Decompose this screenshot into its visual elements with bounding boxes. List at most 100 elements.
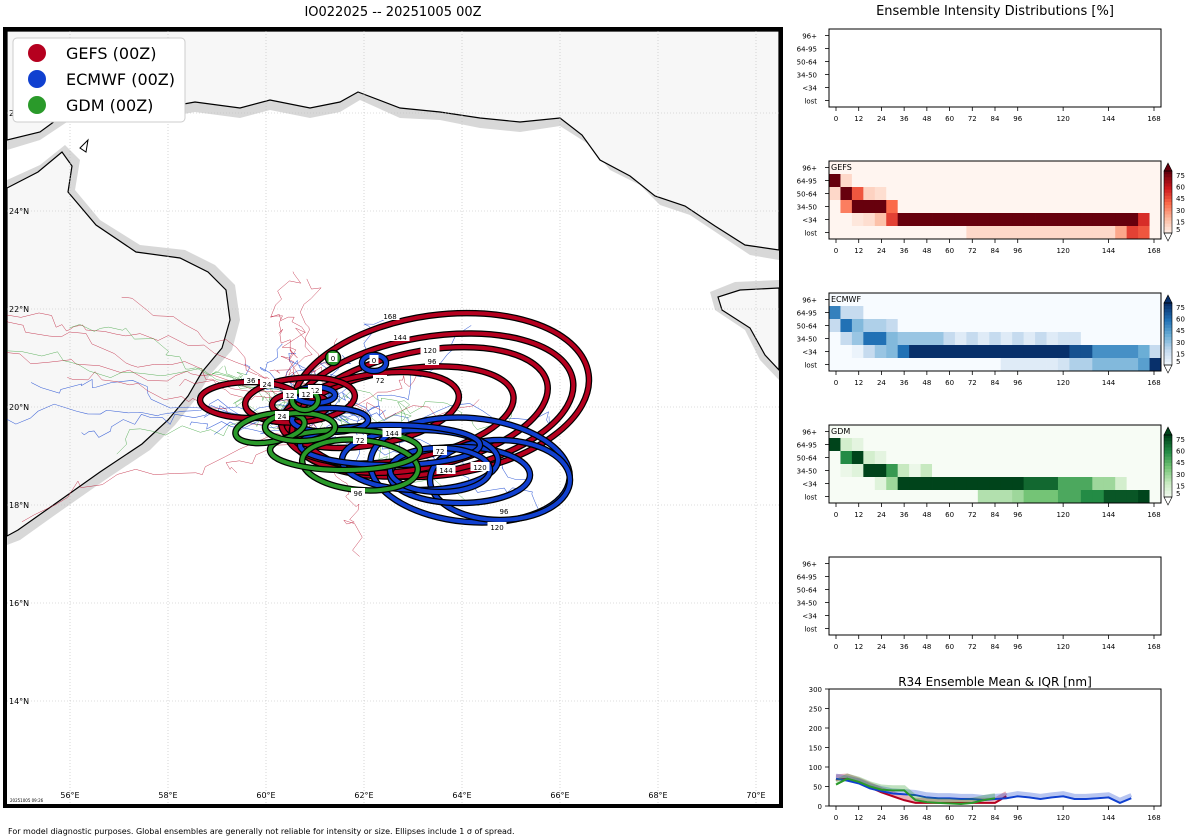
r34-chart: R34 Ensemble Mean & IQR [nm] 300 250 200 15… (809, 675, 1162, 822)
heatmap-cell (954, 306, 967, 320)
heatmap-cell (977, 213, 990, 227)
heatmap-cell (840, 358, 853, 372)
heatmap-cell (1126, 200, 1139, 214)
heatmap-cell (932, 345, 944, 359)
heatmap-cell (989, 477, 1002, 491)
heatmap-cell (1035, 451, 1047, 465)
colorbar-segment (1164, 303, 1172, 307)
heatmap-cell (989, 438, 1002, 452)
heatmap-cell (966, 332, 979, 346)
heatmap-cell (1012, 490, 1025, 504)
heatmap-cell (897, 451, 910, 465)
heatmap-cell (1092, 477, 1105, 491)
colorbar-gefs: 75 60 45 30 155 (1163, 162, 1185, 242)
heatmap-cell (977, 490, 990, 504)
hour-tick-label: 60 (945, 115, 954, 123)
heatmap-cell (1035, 226, 1047, 240)
colorbar-segment (1164, 469, 1172, 473)
heatmap-cell (840, 161, 853, 175)
colorbar-segment (1164, 186, 1172, 191)
heatmap-cell (1103, 345, 1116, 359)
heatmap-cell (863, 345, 876, 359)
heatmap-cell (1103, 438, 1116, 452)
heatmap-cell (897, 161, 910, 175)
heatmap-cell (1046, 425, 1059, 439)
heatmap-cell (1080, 319, 1093, 333)
heatmap-cell (863, 464, 876, 478)
heatmap-cell (1069, 161, 1082, 175)
heatmap-cell (1080, 213, 1093, 227)
colorbar-segment (1164, 214, 1172, 218)
hour-tick-label: 48 (922, 643, 931, 651)
colorbar-tick: 75 (1176, 172, 1185, 180)
heatmap-cell (1149, 451, 1162, 465)
member-track-gdm (325, 400, 412, 428)
heatmap-cell (1092, 490, 1105, 504)
heatmap-cell (1103, 161, 1116, 175)
heatmap-cell (909, 345, 921, 359)
heatmap-cell (1115, 451, 1128, 465)
heatmap-cell (1149, 226, 1162, 240)
heatmap-cell (989, 213, 1002, 227)
heatmap-cell (840, 490, 853, 504)
heatmap-cell (909, 332, 921, 346)
heatmap-cell (920, 358, 933, 372)
hour-tick-label: 144 (1102, 247, 1116, 255)
colorbar-tick: 45 (1176, 195, 1185, 203)
heatmap-cell (886, 332, 899, 346)
heatmap-cell (1069, 438, 1082, 452)
hour-tick-label: 84 (991, 511, 1000, 519)
intensity-panel-ecmwf: ECMWF 75 60 45 30 155 96+ 64-95 50-64 34-50 <34 los… (797, 292, 1185, 387)
heatmap-cell (1046, 200, 1059, 214)
hour-tick-label: 168 (1147, 643, 1160, 651)
hour-tick-label: 60 (945, 247, 954, 255)
heatmap-cell (1023, 161, 1036, 175)
ellipse-hour-label: 120 (423, 347, 436, 355)
lat-label: 24°N (9, 207, 29, 216)
intensity-panel-gefs: GEFS 75 60 45 30 155 96+ 64-95 50-64 34-50 <34 lost… (797, 160, 1185, 255)
intensity-row-label: 50-64 (797, 455, 818, 463)
heatmap-cell (1115, 345, 1128, 359)
heatmap-cell (1103, 358, 1116, 372)
heatmap-cell (1149, 477, 1162, 491)
heatmap-cell (1069, 226, 1082, 240)
heatmap-cell (1092, 332, 1105, 346)
heatmap-cell (1103, 332, 1116, 346)
heatmap-cell (1138, 438, 1150, 452)
heatmap-cell (1092, 425, 1105, 439)
heatmap-cell (920, 187, 933, 201)
colorbar-segment (1164, 453, 1172, 458)
heatmap-cell (1023, 490, 1036, 504)
panel-label: ECMWF (831, 295, 861, 304)
heatmap-cell (886, 174, 899, 188)
heatmap-cell (1069, 213, 1082, 227)
heatmap-cell (1138, 345, 1150, 359)
ellipse-label-bg (275, 411, 289, 420)
heatmap-cell (1000, 451, 1013, 465)
hour-tick-label: 0 (834, 379, 838, 387)
heatmap-cell (874, 464, 887, 478)
heatmap-cell (966, 161, 979, 175)
colorbar-segment (1164, 340, 1172, 344)
colorbar-tick: 60 (1176, 448, 1185, 456)
heatmap-cell (851, 306, 864, 320)
colorbar-tick: 15 (1176, 218, 1185, 226)
hour-tick-label: 72 (968, 247, 977, 255)
r34-ytick-label: 150 (809, 745, 822, 753)
heatmap-cell (874, 332, 887, 346)
heatmap-cell (920, 293, 933, 307)
heatmap-cell (920, 490, 933, 504)
colorbar-segment (1164, 205, 1172, 209)
heatmap-cell (851, 425, 864, 439)
heatmap-cell (1126, 161, 1139, 175)
colorbar-tick: 45 (1176, 327, 1185, 335)
ellipse-label-bg (420, 345, 440, 354)
colorbar-tick: 15 (1176, 482, 1185, 490)
intensity-row-label: 64-95 (797, 574, 817, 582)
ellipse-label-bg (487, 522, 507, 531)
heatmap-cell (897, 306, 910, 320)
heatmap-cell (1149, 187, 1162, 201)
colorbar-segment (1164, 358, 1172, 363)
heatmap-cell (1012, 226, 1025, 240)
heatmap-cell (1057, 306, 1070, 320)
